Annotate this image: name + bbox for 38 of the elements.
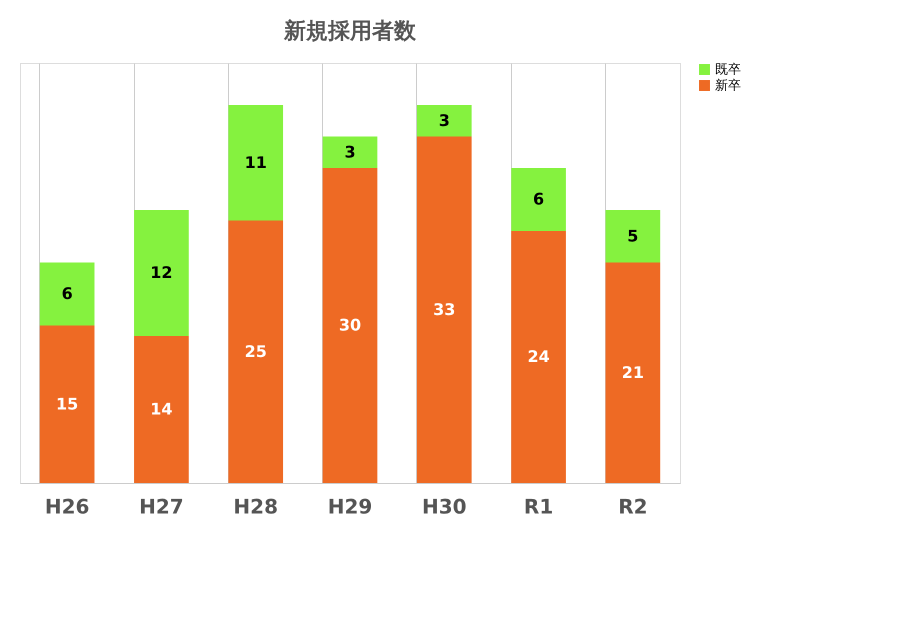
bar [40, 326, 94, 483]
data-label: 3 [438, 110, 450, 130]
bar [40, 262, 94, 326]
x-tick-label: H27 [139, 494, 184, 518]
bar [416, 136, 472, 483]
data-label: 6 [62, 284, 73, 303]
bar [134, 210, 189, 336]
bar [606, 262, 660, 483]
data-label: 12 [150, 263, 173, 282]
bar [134, 336, 189, 483]
bar [416, 105, 472, 136]
legend-label: 既卒 [715, 62, 741, 78]
data-label: 15 [56, 394, 78, 414]
bar [322, 136, 378, 168]
data-label: 14 [150, 400, 173, 418]
data-label: 25 [244, 342, 267, 361]
data-label: 33 [433, 300, 456, 319]
bar [322, 168, 378, 483]
x-tick-label: H30 [422, 494, 467, 518]
bar [511, 168, 566, 231]
data-label: 3 [344, 142, 356, 162]
data-label: 5 [627, 226, 638, 246]
x-tick-label: R1 [524, 494, 554, 518]
bar [228, 105, 284, 220]
bar [228, 220, 284, 483]
x-tick-label: H28 [233, 494, 278, 518]
chart-title: 新規採用者数 [283, 18, 417, 44]
bar [511, 231, 566, 483]
data-label: 11 [244, 152, 267, 172]
data-label: 6 [533, 190, 544, 208]
data-label: 30 [338, 316, 362, 334]
x-tick-label: H26 [44, 494, 90, 518]
x-tick-label: H29 [328, 494, 372, 518]
x-tick-label: R2 [618, 494, 648, 518]
data-label: 24 [527, 347, 550, 366]
bar [606, 210, 660, 262]
data-label: 21 [622, 362, 644, 382]
legend-label: 新卒 [715, 78, 741, 94]
